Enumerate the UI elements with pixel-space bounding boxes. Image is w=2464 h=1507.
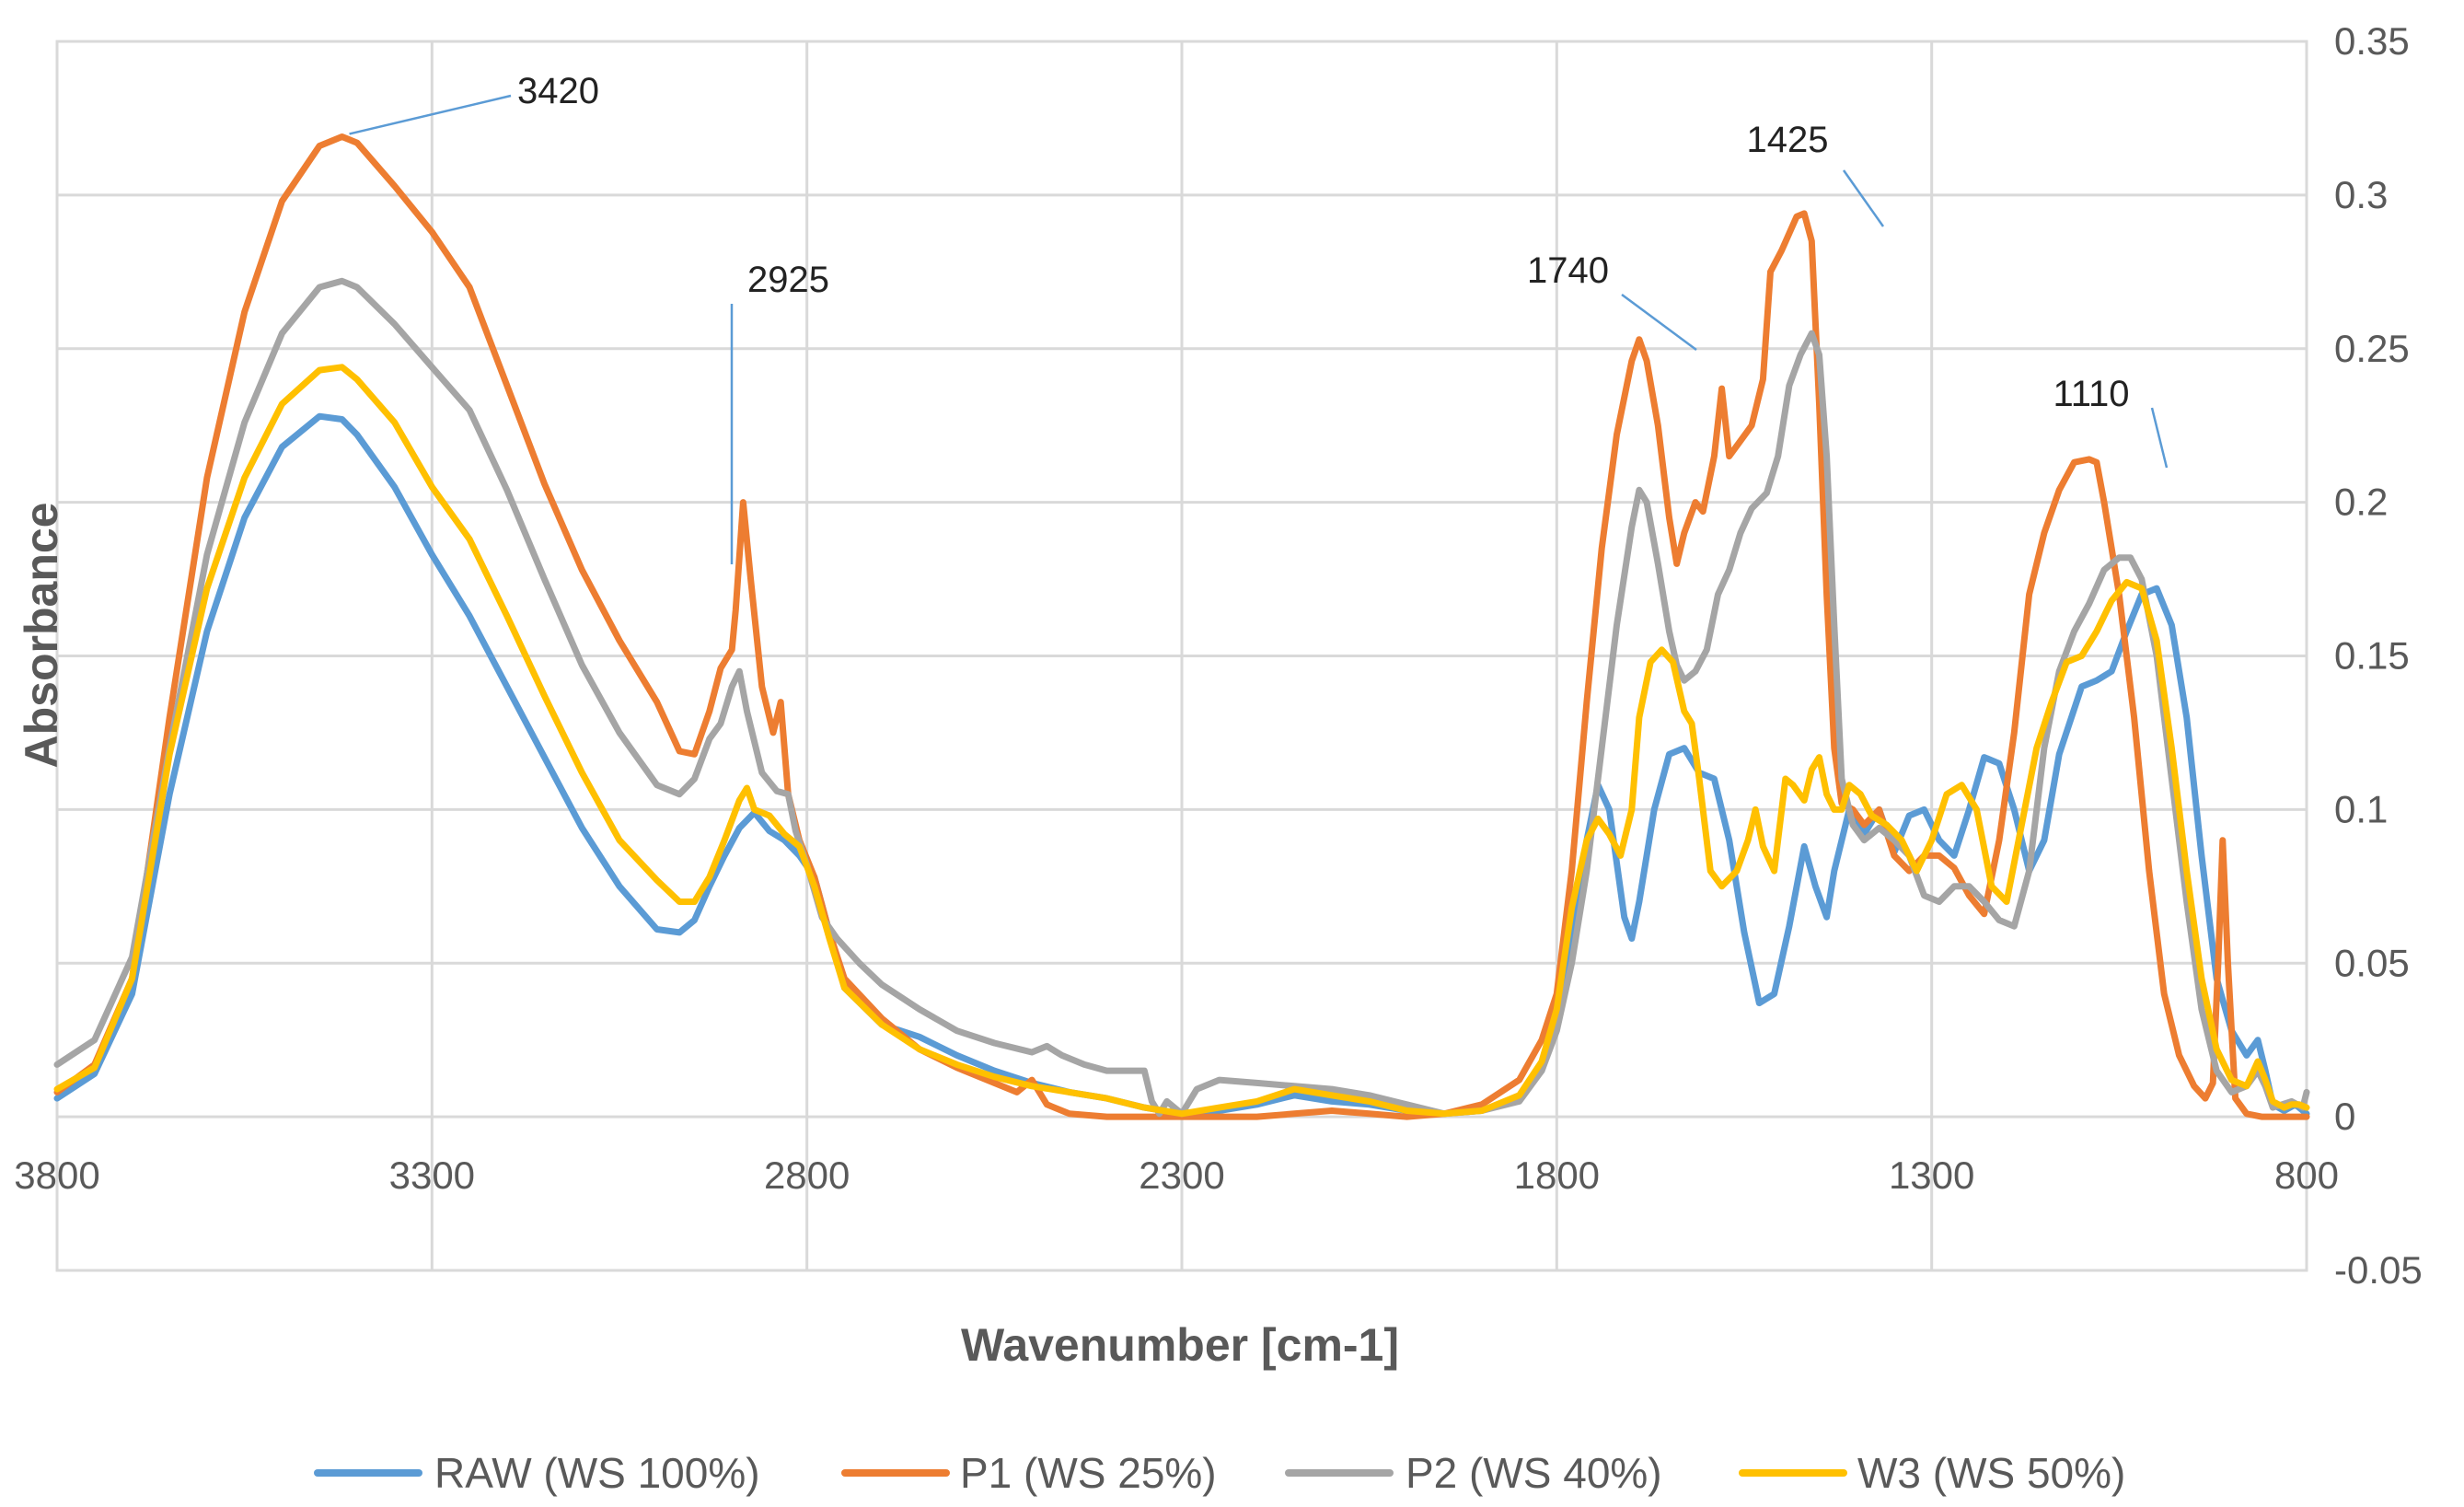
annotation-leader: [2150, 407, 2169, 469]
y-tick-label: 0.25: [2334, 327, 2410, 370]
plot-frame: [55, 40, 2308, 1272]
y-tick-label: 0.3: [2334, 173, 2388, 216]
x-tick-label: 3800: [14, 1153, 99, 1197]
gridlines: [55, 40, 2308, 1272]
annotation-label: 2925: [747, 260, 829, 300]
series-line-2: [53, 133, 2310, 1120]
annotation-leader: [1621, 293, 1697, 352]
annotation-label: 1740: [1527, 250, 1609, 291]
legend: RAW (WS 100%) P1 (WS 25%) P2 (WS 40%) W3 (W…: [314, 1449, 2125, 1497]
x-tick-label: 3300: [389, 1153, 475, 1197]
y-tick-label: 0.35: [2334, 19, 2410, 63]
y-tick-label: 0.15: [2334, 634, 2410, 678]
y-axis-ticks: -0.05 0 0.05 0.1 0.15 0.2 0.25 0.3 0.35: [2334, 19, 2423, 1292]
y-tick-label: 0.05: [2334, 941, 2410, 984]
legend-label: W3 (WS 50%): [1857, 1449, 2125, 1497]
legend-label: P1 (WS 25%): [960, 1449, 1217, 1497]
annotation-label: 3420: [517, 71, 599, 111]
x-axis-ticks: 3800 3300 2800 2300 1800 1300 800: [14, 1153, 2339, 1197]
annotation-leaders: [349, 94, 2169, 564]
x-tick-label: 1300: [1889, 1153, 1974, 1197]
series-lines: [53, 133, 2310, 1120]
y-tick-label: 0.2: [2334, 481, 2388, 524]
annotation-label: 1425: [1747, 120, 1829, 160]
x-tick-label: 2800: [764, 1153, 850, 1197]
x-tick-label: 1800: [1514, 1153, 1600, 1197]
series-line-3: [53, 277, 2310, 1118]
legend-label: P2 (WS 40%): [1406, 1449, 1662, 1497]
y-tick-label: 0.1: [2334, 787, 2388, 830]
y-axis-title: Absorbance: [16, 503, 67, 769]
x-tick-label: 2300: [1139, 1153, 1224, 1197]
x-axis-title: Wavenumber [cm-1]: [961, 1319, 1399, 1371]
legend-label: RAW (WS 100%): [434, 1449, 760, 1497]
annotations: 3420 2925 1740 1425 1110: [517, 71, 2130, 414]
annotation-leader: [1842, 169, 1885, 227]
series-line-4: [53, 364, 2310, 1118]
y-tick-label: 0: [2334, 1095, 2355, 1138]
annotation-leader: [349, 94, 512, 135]
x-tick-label: 800: [2274, 1153, 2339, 1197]
annotation-label: 1110: [2053, 374, 2129, 414]
y-tick-label: -0.05: [2334, 1248, 2423, 1292]
plot-border: [55, 40, 2308, 1272]
